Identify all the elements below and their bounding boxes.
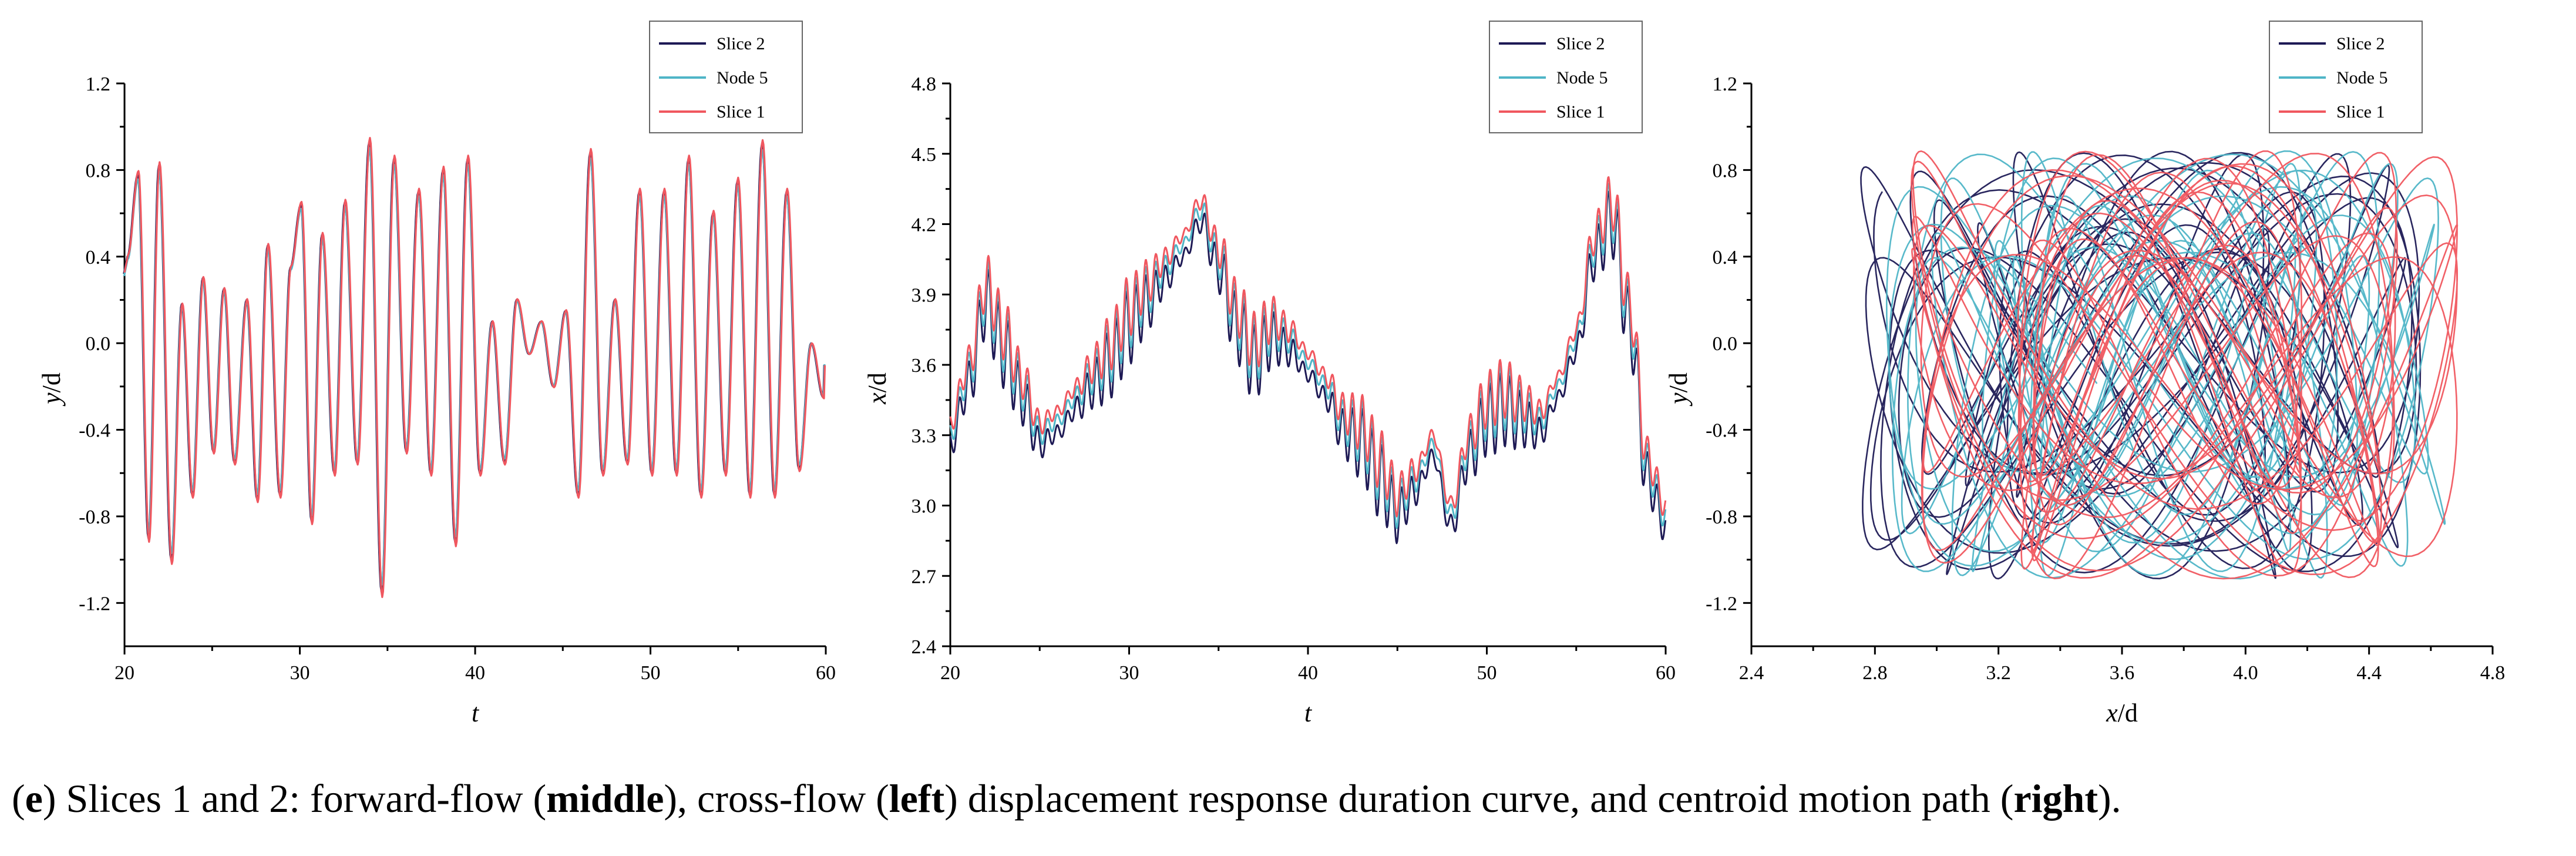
x-tick-label: 4.8 — [2480, 662, 2506, 684]
x-tick-label: 60 — [1656, 662, 1676, 684]
y-tick-label: -0.8 — [1706, 506, 1737, 528]
y-tick-label: -0.8 — [79, 506, 110, 528]
series-node-5 — [949, 183, 1667, 529]
legend-label: Slice 2 — [1556, 34, 1605, 53]
y-tick-label: 3.0 — [912, 496, 937, 518]
x-tick-label: 3.2 — [1986, 662, 2011, 684]
y-axis-label: y/d — [1664, 372, 1693, 407]
caption-part: ( — [12, 776, 25, 821]
y-tick-label: 1.2 — [86, 73, 111, 95]
x-tick-label: 50 — [641, 662, 661, 684]
y-tick-label: 2.7 — [912, 566, 937, 588]
caption-bold: middle — [546, 776, 664, 821]
y-tick-label: 4.2 — [912, 214, 937, 236]
series-slice-1 — [1911, 150, 2459, 580]
caption-bold: right — [2013, 776, 2098, 821]
y-axis-label-unit: /d — [863, 372, 892, 392]
x-tick-label: 30 — [290, 662, 310, 684]
panel-forward-flow: 20 30 40 50 60 2.4 2.7 3.0 3.3 3.6 3.9 4.2 4.5 4.8 t x/… — [863, 21, 1676, 727]
y-tick-label: 0.8 — [1713, 160, 1738, 182]
figure-canvas: 20 30 40 50 60 -1.2 -0.8 -0.4 0.0 0.4 0.8 1.2 t y/d Sl… — [37, 21, 2505, 727]
x-tick-label: 3.6 — [2110, 662, 2135, 684]
legend-label: Slice 2 — [717, 34, 765, 53]
y-tick-label: 4.5 — [912, 144, 937, 166]
series-slice-1 — [123, 137, 826, 598]
x-axis-label-var: x — [2106, 699, 2118, 727]
panel-centroid-path: 2.4 2.8 3.2 3.6 4.0 4.4 4.8 -1.2 -0.8 -0.4 0.0 0.4 0… — [1664, 21, 2505, 727]
series-slice-2 — [949, 190, 1667, 545]
series-node-5 — [1886, 150, 2446, 580]
x-tick-label: 20 — [940, 662, 960, 684]
y-tick-label: 2.4 — [912, 636, 937, 658]
y-tick-label: -0.4 — [1706, 420, 1737, 442]
x-axis-label-var: t — [1304, 699, 1313, 727]
y-axis-label: y/d — [37, 372, 66, 407]
x-tick-label: 50 — [1477, 662, 1497, 684]
y-tick-label: -0.4 — [79, 420, 110, 442]
y-tick-label: 0.4 — [1713, 247, 1738, 268]
y-tick-label: -1.2 — [1706, 593, 1737, 615]
y-tick-label: 3.6 — [912, 355, 937, 377]
x-tick-label: 2.8 — [1862, 662, 1888, 684]
x-axis-label: x/d — [2106, 699, 2138, 727]
x-tick-label: 40 — [465, 662, 485, 684]
x-axis-label-unit: /d — [2118, 699, 2138, 727]
x-tick-label: 2.4 — [1739, 662, 1764, 684]
caption-part: ), cross-flow ( — [664, 776, 889, 821]
legend-label: Slice 2 — [2336, 34, 2385, 53]
caption-part: ). — [2098, 776, 2121, 821]
x-tick-label: 4.4 — [2356, 662, 2382, 684]
y-tick-label: -1.2 — [79, 593, 110, 615]
y-tick-label: 0.8 — [86, 160, 111, 182]
x-tick-label: 20 — [115, 662, 134, 684]
y-tick-label: 3.9 — [912, 284, 937, 306]
legend-label: Slice 1 — [1556, 102, 1605, 122]
x-tick-label: 4.0 — [2233, 662, 2258, 684]
legend-label: Node 5 — [1556, 68, 1608, 88]
y-axis-label-unit: /d — [1664, 372, 1693, 392]
figure-caption: (e) Slices 1 and 2: forward-flow (middle… — [12, 776, 2564, 822]
y-axis-label-unit: /d — [37, 372, 66, 392]
y-axis-label-var: x — [863, 392, 892, 405]
y-tick-label: 0.0 — [1713, 333, 1738, 355]
legend-label: Node 5 — [2336, 68, 2387, 88]
y-tick-label: 0.4 — [86, 247, 111, 268]
legend-label: Node 5 — [717, 68, 768, 88]
panel-cross-flow: 20 30 40 50 60 -1.2 -0.8 -0.4 0.0 0.4 0.8 1.2 t y/d Sl… — [37, 21, 836, 727]
caption-bold: e — [25, 776, 43, 821]
x-axis-label: t — [1304, 699, 1313, 727]
y-axis-label-var: y — [37, 392, 66, 407]
y-tick-label: 0.0 — [86, 333, 111, 355]
caption-bold: left — [889, 776, 945, 821]
y-axis-label: x/d — [863, 372, 892, 405]
x-axis-label-var: t — [472, 699, 480, 727]
caption-part: ) displacement response duration curve, … — [944, 776, 2014, 821]
legend-label: Slice 1 — [717, 102, 765, 122]
legend-label: Slice 1 — [2336, 102, 2385, 122]
y-tick-label: 1.2 — [1713, 73, 1738, 95]
y-tick-label: 4.8 — [912, 73, 937, 95]
x-tick-label: 60 — [816, 662, 836, 684]
x-axis-label: t — [472, 699, 480, 727]
series-slice-1 — [949, 176, 1667, 518]
caption-part: ) Slices 1 and 2: forward-flow ( — [42, 776, 547, 821]
x-tick-label: 30 — [1119, 662, 1139, 684]
x-tick-label: 40 — [1298, 662, 1318, 684]
y-tick-label: 3.3 — [912, 425, 937, 447]
y-axis-label-var: y — [1664, 392, 1693, 407]
